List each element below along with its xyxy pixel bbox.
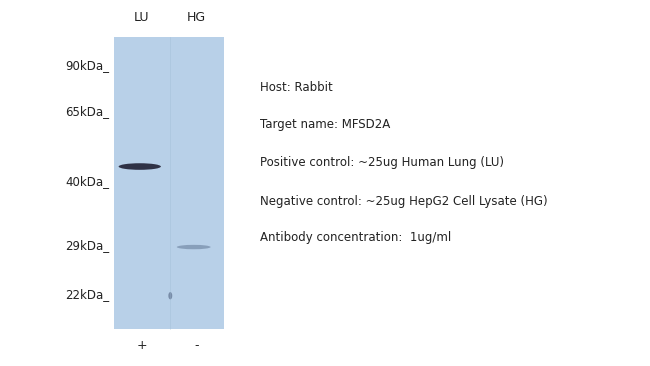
Text: 65kDa_: 65kDa_ — [65, 105, 109, 118]
Text: Negative control: ~25ug HepG2 Cell Lysate (HG): Negative control: ~25ug HepG2 Cell Lysat… — [260, 195, 547, 208]
Ellipse shape — [168, 292, 172, 299]
Text: Antibody concentration:  1ug/ml: Antibody concentration: 1ug/ml — [260, 231, 451, 244]
Text: 22kDa_: 22kDa_ — [65, 288, 109, 301]
Text: +: + — [136, 339, 147, 352]
Text: LU: LU — [134, 11, 150, 24]
Text: 40kDa_: 40kDa_ — [65, 175, 109, 188]
Ellipse shape — [118, 163, 161, 170]
Text: 29kDa_: 29kDa_ — [65, 239, 109, 252]
Text: Host: Rabbit: Host: Rabbit — [260, 81, 333, 94]
Text: Positive control: ~25ug Human Lung (LU): Positive control: ~25ug Human Lung (LU) — [260, 156, 504, 169]
Text: HG: HG — [187, 11, 206, 24]
Text: -: - — [194, 339, 198, 352]
Text: 90kDa_: 90kDa_ — [65, 59, 109, 72]
Bar — [114, 37, 224, 329]
Text: Target name: MFSD2A: Target name: MFSD2A — [260, 118, 390, 131]
Ellipse shape — [177, 245, 211, 249]
